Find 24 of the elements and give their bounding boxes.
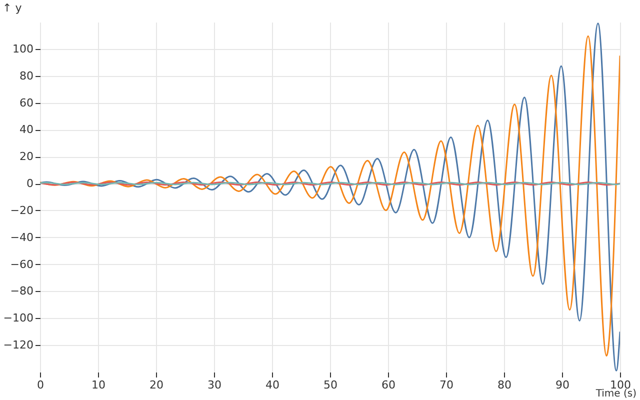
x-tick-label: 0 [37,378,44,392]
y-tick-label: −120 [3,338,34,352]
y-tick-label: 40 [20,123,34,136]
y-tick-label: −20 [10,204,34,217]
y-tick-label: 80 [20,69,34,82]
y-tick-label: −80 [10,284,34,298]
y-tick-label: −100 [3,312,34,325]
x-tick-label: 50 [324,378,338,392]
x-tick-label: 10 [92,378,106,392]
x-tick-label: 40 [266,378,280,392]
y-axis-title: ↑ y [2,2,22,14]
x-tick-label: 20 [150,378,164,392]
x-tick-label: 90 [556,378,570,392]
y-tick-label: −40 [10,230,34,244]
x-tick-label: 30 [208,378,222,392]
x-tick-label: 60 [382,378,396,392]
y-tick-label: −60 [10,258,34,271]
y-tick-label: 60 [20,96,34,110]
y-tick-label: 100 [12,42,34,56]
y-tick-label: 0 [26,177,34,190]
y-tick-label: 20 [20,150,34,164]
x-axis-title: Time (s) [594,388,637,400]
x-tick-label: 70 [440,378,454,392]
x-tick-label: 80 [498,378,512,392]
